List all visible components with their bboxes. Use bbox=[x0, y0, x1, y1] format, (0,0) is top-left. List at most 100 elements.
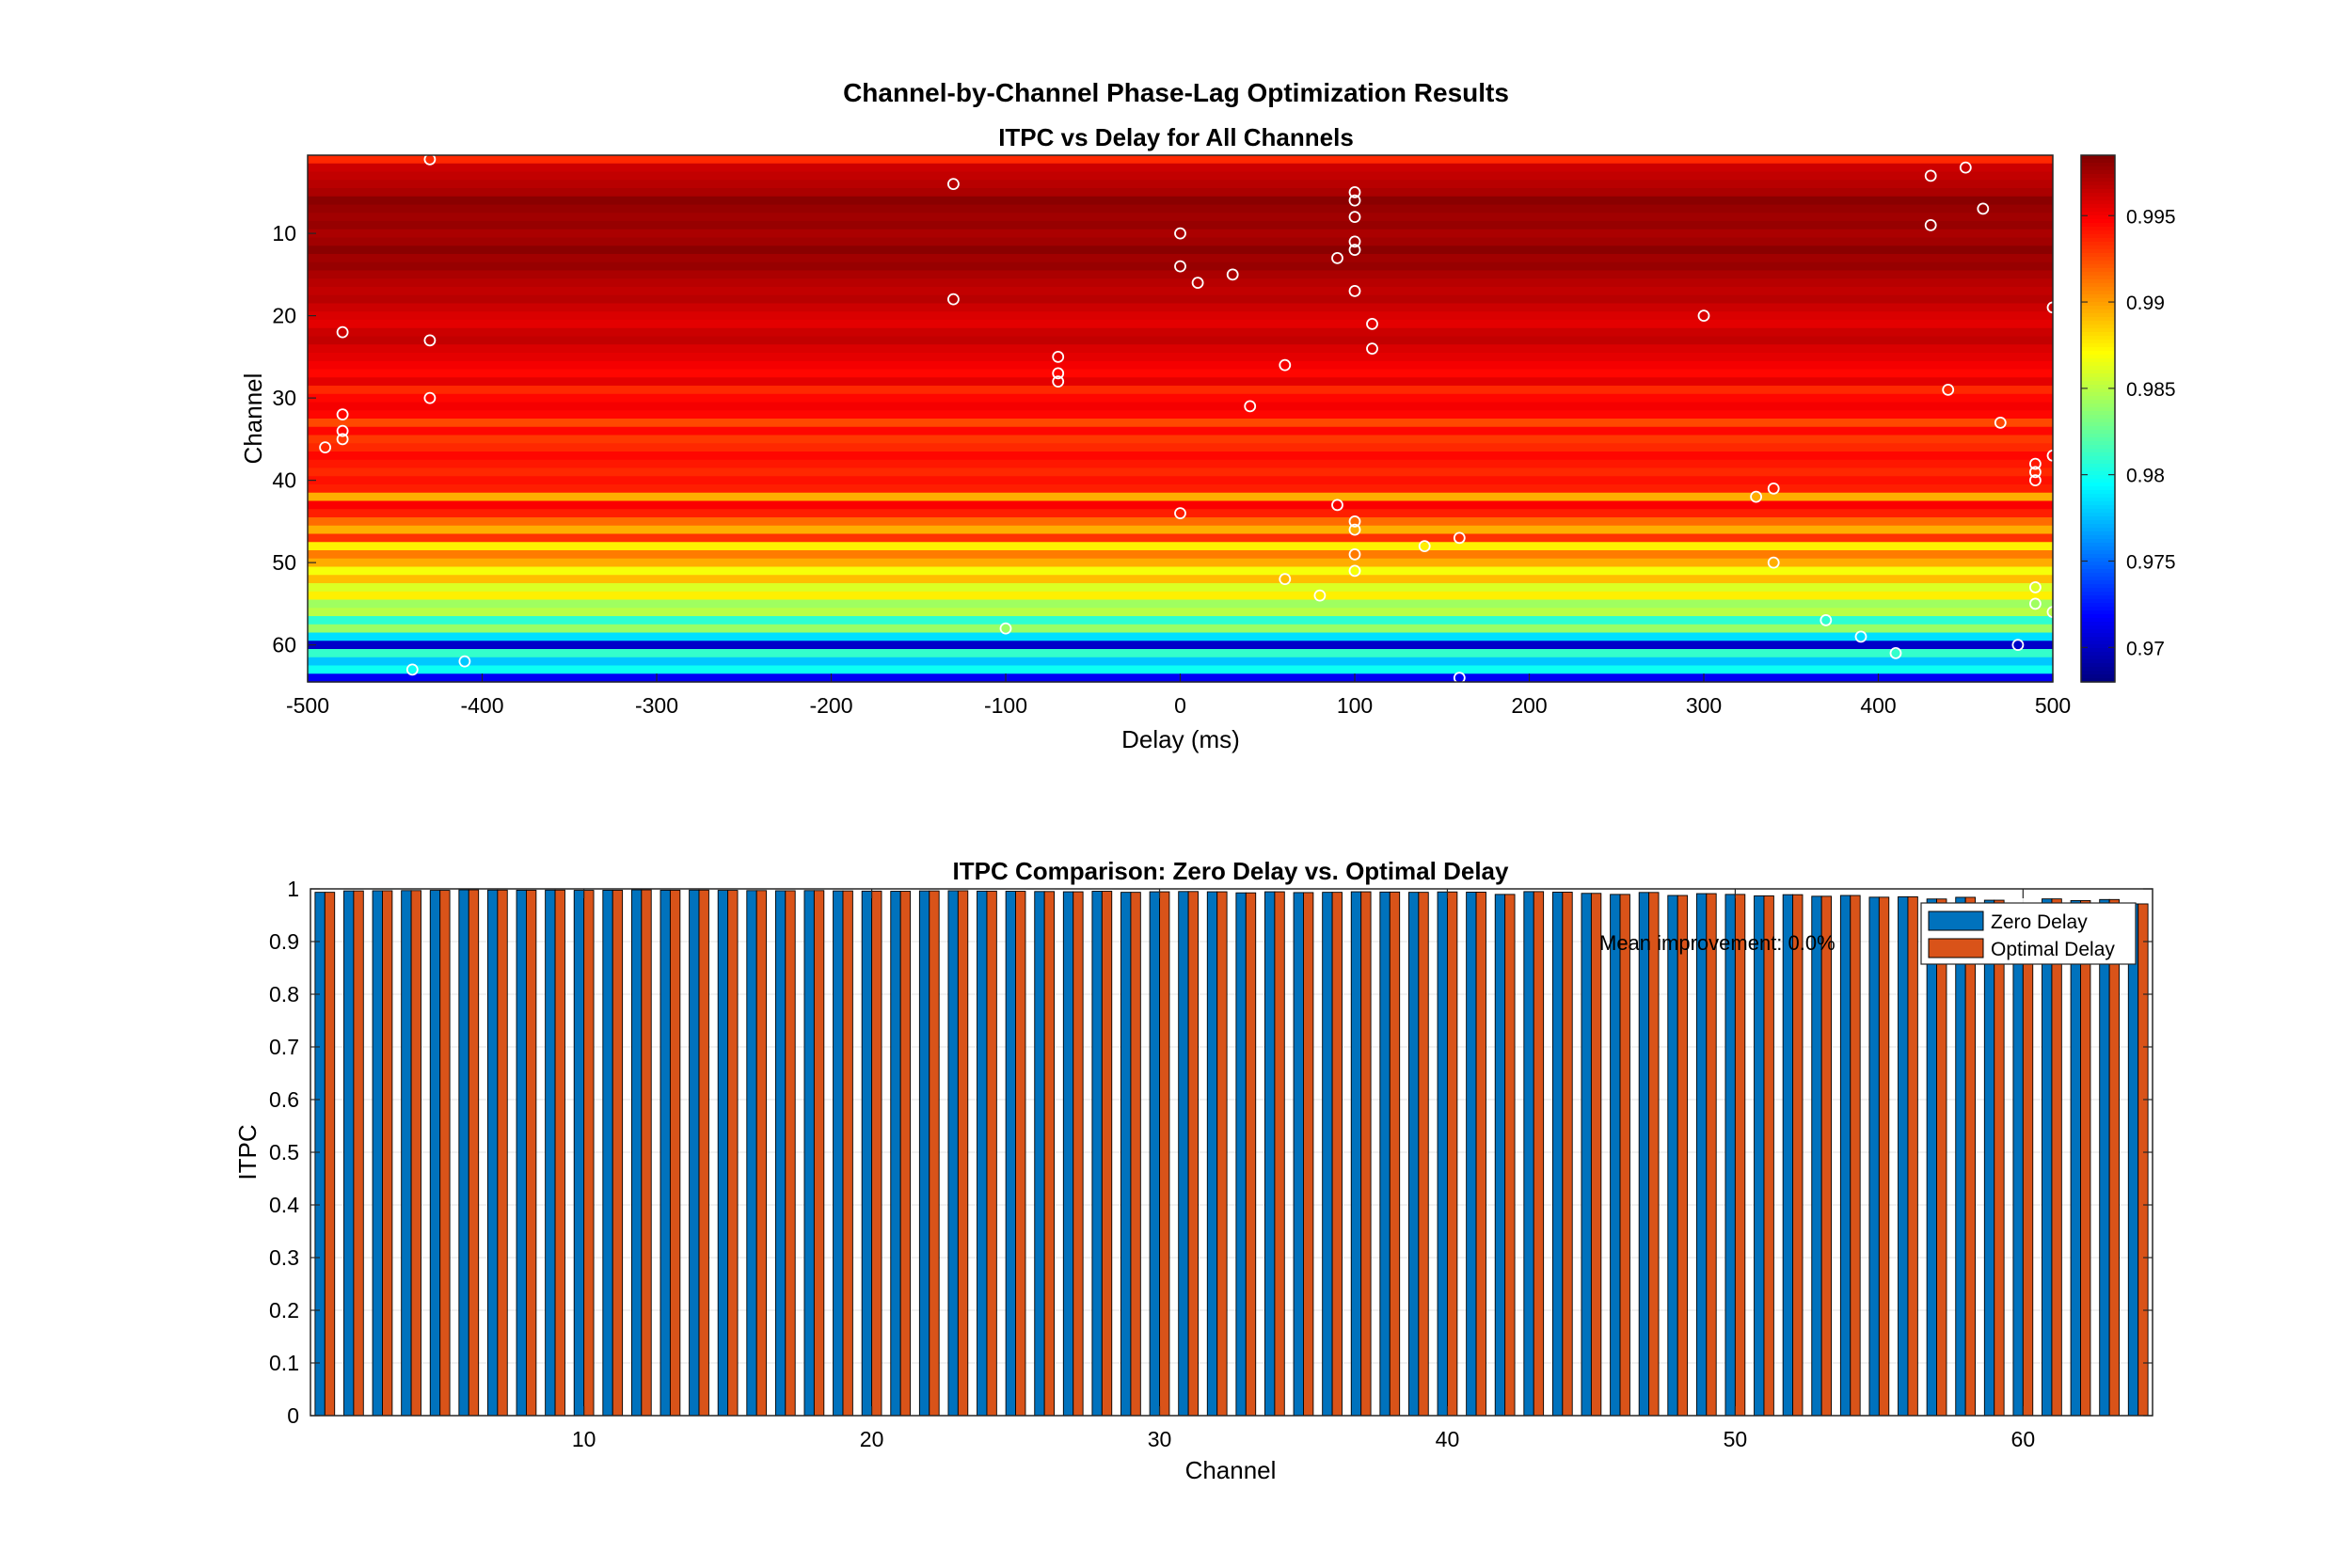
heatmap-row bbox=[308, 245, 2053, 255]
bar-x-label: Channel bbox=[1185, 1456, 1277, 1484]
optimal-delay-point bbox=[1348, 235, 1361, 248]
heatmap-x-tick-label: 0 bbox=[1174, 693, 1186, 718]
colorbar-step bbox=[2081, 528, 2115, 532]
heatmap-row bbox=[308, 550, 2053, 560]
colorbar-step bbox=[2081, 426, 2115, 431]
colorbar-step bbox=[2081, 227, 2115, 231]
bar-zero-delay bbox=[833, 890, 844, 1417]
bar-zero-delay bbox=[1293, 892, 1304, 1417]
colorbar-step bbox=[2081, 558, 2115, 562]
heatmap-row bbox=[308, 336, 2053, 345]
colorbar-step bbox=[2081, 449, 2115, 453]
bar-zero-delay bbox=[630, 889, 643, 1417]
colorbar-step bbox=[2081, 230, 2115, 235]
heatmap-y-tick-label: 20 bbox=[272, 304, 296, 328]
bar-zero-delay bbox=[1667, 895, 1678, 1417]
heatmap-row bbox=[308, 525, 2053, 535]
optimal-delay-point bbox=[1366, 342, 1378, 356]
bar-y-ticks: 0 0.1 0.2 0.3 0.4 0.5 0.6 0.7 0.8 0.9 1 bbox=[269, 877, 2153, 1428]
heatmap-y-tick-label: 50 bbox=[272, 550, 296, 575]
optimal-delay-point bbox=[336, 424, 349, 437]
heatmap-row bbox=[308, 575, 2053, 584]
optimal-delay-point bbox=[1191, 277, 1204, 290]
bar-optimal-delay bbox=[1043, 891, 1055, 1417]
bar-zero-delay bbox=[2070, 899, 2081, 1417]
bar-optimal-delay bbox=[899, 891, 912, 1417]
heatmap-x-tick-label: 500 bbox=[2035, 693, 2071, 718]
bar-optimal-delay bbox=[497, 889, 508, 1417]
colorbar-step bbox=[2081, 539, 2115, 544]
colorbar-step bbox=[2081, 204, 2115, 209]
colorbar-step bbox=[2081, 170, 2115, 175]
mean-improvement-annotation: Mean improvement: 0.0% bbox=[1599, 931, 1836, 955]
bar-optimal-delay bbox=[583, 890, 595, 1417]
heatmap-row bbox=[308, 558, 2053, 568]
heatmap-row bbox=[308, 303, 2053, 312]
colorbar-step bbox=[2081, 475, 2115, 480]
optimal-delay-point bbox=[1174, 260, 1186, 273]
heatmap-row bbox=[308, 261, 2053, 272]
optimal-delay-point bbox=[1453, 672, 1466, 684]
bar-optimal-delay bbox=[1706, 893, 1717, 1417]
bar-optimal-delay bbox=[785, 890, 796, 1417]
heatmap-row bbox=[308, 492, 2053, 502]
colorbar-step bbox=[2081, 155, 2115, 160]
colorbar-step bbox=[2081, 565, 2115, 570]
bar-zero-delay bbox=[1955, 896, 1966, 1417]
bar-y-tick-label: 0.1 bbox=[269, 1351, 299, 1375]
colorbar-step bbox=[2081, 355, 2115, 359]
optimal-delay-point bbox=[1854, 630, 1867, 643]
bar-legend[interactable]: Zero Delay Optimal Delay bbox=[1920, 902, 2137, 965]
heatmap-row bbox=[308, 402, 2053, 411]
heatmap-x-tick-label: -300 bbox=[635, 693, 678, 718]
bar-optimal-delay bbox=[382, 890, 393, 1417]
optimal-delay-point bbox=[1348, 194, 1361, 207]
bar-zero-delay bbox=[1811, 895, 1822, 1417]
bar-zero-delay bbox=[343, 890, 355, 1417]
optimal-delay-point bbox=[1942, 383, 1955, 396]
heatmap-rows bbox=[308, 155, 2053, 683]
colorbar-step bbox=[2081, 212, 2115, 216]
colorbar-step bbox=[2081, 663, 2115, 668]
colorbar-step bbox=[2081, 614, 2115, 619]
heatmap-title: ITPC vs Delay for All Channels bbox=[998, 123, 1354, 151]
optimal-delay-point bbox=[423, 152, 437, 166]
bar-x-tick-label: 20 bbox=[860, 1427, 884, 1451]
colorbar-step bbox=[2081, 166, 2115, 171]
colorbar-step bbox=[2081, 272, 2115, 277]
bar-optimal-delay bbox=[1446, 891, 1458, 1417]
heatmap-y-label: Channel bbox=[239, 373, 267, 465]
bar-zero-delay bbox=[918, 890, 930, 1417]
heatmap-row bbox=[308, 196, 2053, 206]
colorbar-step bbox=[2081, 317, 2115, 322]
colorbar-step bbox=[2081, 422, 2115, 427]
colorbar-step bbox=[2081, 291, 2115, 295]
colorbar-step bbox=[2081, 328, 2115, 333]
bar-zero-delay bbox=[1322, 892, 1333, 1417]
bar-zero-delay bbox=[429, 890, 441, 1417]
colorbar-step bbox=[2081, 415, 2115, 420]
bar-x-tick-label: 40 bbox=[1436, 1427, 1460, 1451]
optimal-delay-point bbox=[1366, 317, 1378, 330]
bar-optimal-delay bbox=[1187, 891, 1199, 1417]
bar-optimal-delay bbox=[1562, 892, 1573, 1417]
heatmap-y-tick-label: 10 bbox=[272, 221, 296, 245]
bar-optimal-delay bbox=[1619, 894, 1630, 1417]
optimal-delay-point bbox=[2028, 457, 2042, 470]
heatmap-row bbox=[308, 426, 2053, 436]
bar-y-tick-label: 0 bbox=[287, 1403, 299, 1428]
heatmap-row bbox=[308, 270, 2053, 279]
colorbar-tick-label: 0.97 bbox=[2126, 638, 2165, 659]
colorbar-step bbox=[2081, 437, 2115, 442]
optimal-delay-point bbox=[2028, 581, 2042, 594]
colorbar-step bbox=[2081, 460, 2115, 465]
colorbar-step bbox=[2081, 595, 2115, 600]
optimal-delay-point bbox=[1697, 309, 1710, 323]
bar-zero-delay bbox=[2042, 898, 2053, 1417]
heatmap-row bbox=[308, 517, 2053, 527]
heatmap-row bbox=[308, 616, 2053, 626]
colorbar-step bbox=[2081, 340, 2115, 344]
colorbar-step bbox=[2081, 351, 2115, 356]
colorbar-step bbox=[2081, 562, 2115, 566]
heatmap-row bbox=[308, 237, 2053, 246]
